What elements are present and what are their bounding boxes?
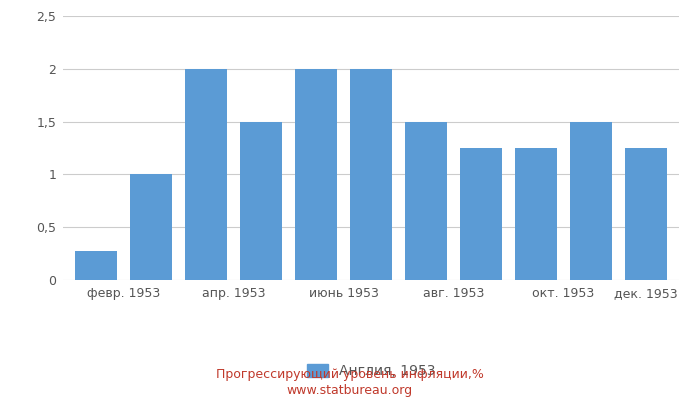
- Text: Прогрессирующий уровень инфляции,%: Прогрессирующий уровень инфляции,%: [216, 368, 484, 381]
- Bar: [570, 122, 612, 280]
- Bar: [130, 174, 172, 280]
- Text: www.statbureau.org: www.statbureau.org: [287, 384, 413, 397]
- Bar: [240, 122, 281, 280]
- Bar: [405, 122, 447, 280]
- Bar: [351, 69, 391, 280]
- Bar: [295, 69, 337, 280]
- Bar: [76, 252, 117, 280]
- Bar: [186, 69, 227, 280]
- Bar: [625, 148, 666, 280]
- Bar: [515, 148, 557, 280]
- Bar: [461, 148, 502, 280]
- Legend: Англия, 1953: Англия, 1953: [301, 359, 441, 384]
